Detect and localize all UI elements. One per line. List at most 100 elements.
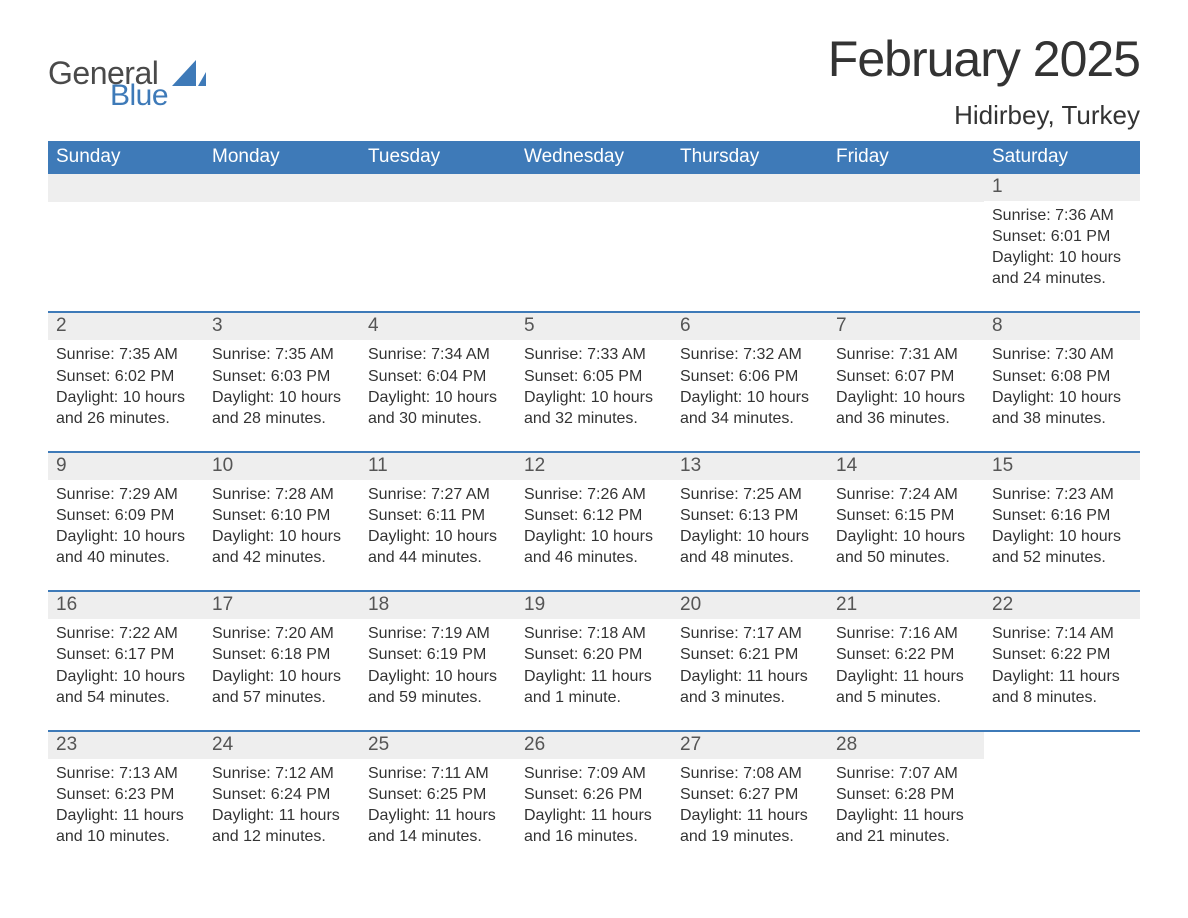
daylight-text: Daylight: 11 hours and 3 minutes. — [680, 666, 820, 708]
day-info: Sunrise: 7:19 AMSunset: 6:19 PMDaylight:… — [368, 623, 508, 707]
calendar: SundayMondayTuesdayWednesdayThursdayFrid… — [48, 141, 1140, 869]
day-cell: 21 Sunrise: 7:16 AMSunset: 6:22 PMDayligh… — [828, 592, 984, 729]
day-number: 15 — [984, 453, 1140, 480]
sunrise-text: Sunrise: 7:36 AM — [992, 205, 1132, 226]
day-info: Sunrise: 7:27 AMSunset: 6:11 PMDaylight:… — [368, 484, 508, 568]
day-cell: 16Sunrise: 7:22 AMSunset: 6:17 PMDayligh… — [48, 592, 204, 729]
day-cell: 3Sunrise: 7:35 AMSunset: 6:03 PMDaylight… — [204, 313, 360, 450]
sunset-text: Sunset: 6:10 PM — [212, 505, 352, 526]
day-number — [984, 732, 1140, 760]
day-number — [204, 174, 360, 202]
day-number: 8 — [984, 313, 1140, 340]
day-info: Sunrise: 7:11 AMSunset: 6:25 PMDaylight:… — [368, 763, 508, 847]
day-number: 21 — [828, 592, 984, 619]
weekday-header-cell: Tuesday — [360, 141, 516, 174]
day-number: 24 — [204, 732, 360, 759]
day-cell: 6Sunrise: 7:32 AMSunset: 6:06 PMDaylight… — [672, 313, 828, 450]
day-number — [48, 174, 204, 202]
sunset-text: Sunset: 6:27 PM — [680, 784, 820, 805]
day-cell — [516, 174, 672, 311]
sunrise-text: Sunrise: 7:08 AM — [680, 763, 820, 784]
sunset-text: Sunset: 6:24 PM — [212, 784, 352, 805]
day-number: 5 — [516, 313, 672, 340]
daylight-text: Daylight: 10 hours and 36 minutes. — [836, 387, 976, 429]
sunset-text: Sunset: 6:05 PM — [524, 366, 664, 387]
daylight-text: Daylight: 10 hours and 46 minutes. — [524, 526, 664, 568]
day-info: Sunrise: 7:35 AMSunset: 6:03 PMDaylight:… — [212, 344, 352, 428]
sunset-text: Sunset: 6:28 PM — [836, 784, 976, 805]
day-info: Sunrise: 7:17 AMSunset: 6:21 PMDaylight:… — [680, 623, 820, 707]
day-info: Sunrise: 7:30 AMSunset: 6:08 PMDaylight:… — [992, 344, 1132, 428]
day-number — [360, 174, 516, 202]
day-cell: 7Sunrise: 7:31 AMSunset: 6:07 PMDaylight… — [828, 313, 984, 450]
day-number — [516, 174, 672, 202]
daylight-text: Daylight: 11 hours and 19 minutes. — [680, 805, 820, 847]
weekday-header-cell: Saturday — [984, 141, 1140, 174]
week-row: 2Sunrise: 7:35 AMSunset: 6:02 PMDaylight… — [48, 311, 1140, 450]
day-cell: 26 Sunrise: 7:09 AMSunset: 6:26 PMDayligh… — [516, 732, 672, 869]
sunrise-text: Sunrise: 7:09 AM — [524, 763, 664, 784]
daylight-text: Daylight: 10 hours and 57 minutes. — [212, 666, 352, 708]
sunset-text: Sunset: 6:12 PM — [524, 505, 664, 526]
sunset-text: Sunset: 6:21 PM — [680, 644, 820, 665]
sunset-text: Sunset: 6:02 PM — [56, 366, 196, 387]
day-number: 9 — [48, 453, 204, 480]
day-cell — [984, 732, 1140, 869]
sunset-text: Sunset: 6:18 PM — [212, 644, 352, 665]
daylight-text: Daylight: 10 hours and 48 minutes. — [680, 526, 820, 568]
sunset-text: Sunset: 6:15 PM — [836, 505, 976, 526]
day-cell: 15Sunrise: 7:23 AMSunset: 6:16 PMDayligh… — [984, 453, 1140, 590]
sunrise-text: Sunrise: 7:19 AM — [368, 623, 508, 644]
daylight-text: Daylight: 10 hours and 34 minutes. — [680, 387, 820, 429]
daylight-text: Daylight: 10 hours and 59 minutes. — [368, 666, 508, 708]
day-info: Sunrise: 7:24 AMSunset: 6:15 PMDaylight:… — [836, 484, 976, 568]
weekday-header-cell: Thursday — [672, 141, 828, 174]
weekday-header-cell: Monday — [204, 141, 360, 174]
day-cell — [828, 174, 984, 311]
daylight-text: Daylight: 10 hours and 26 minutes. — [56, 387, 196, 429]
day-number — [828, 174, 984, 202]
sunrise-text: Sunrise: 7:25 AM — [680, 484, 820, 505]
sunset-text: Sunset: 6:04 PM — [368, 366, 508, 387]
day-cell: 20Sunrise: 7:17 AMSunset: 6:21 PMDayligh… — [672, 592, 828, 729]
sunset-text: Sunset: 6:26 PM — [524, 784, 664, 805]
daylight-text: Daylight: 10 hours and 52 minutes. — [992, 526, 1132, 568]
weekday-header-cell: Wednesday — [516, 141, 672, 174]
week-row: 16Sunrise: 7:22 AMSunset: 6:17 PMDayligh… — [48, 590, 1140, 729]
sunset-text: Sunset: 6:03 PM — [212, 366, 352, 387]
day-cell: 27Sunrise: 7:08 AMSunset: 6:27 PMDayligh… — [672, 732, 828, 869]
day-info: Sunrise: 7:32 AMSunset: 6:06 PMDaylight:… — [680, 344, 820, 428]
day-info: Sunrise: 7:25 AMSunset: 6:13 PMDaylight:… — [680, 484, 820, 568]
daylight-text: Daylight: 11 hours and 8 minutes. — [992, 666, 1132, 708]
sunrise-text: Sunrise: 7:35 AM — [212, 344, 352, 365]
sunset-text: Sunset: 6:22 PM — [836, 644, 976, 665]
day-number: 26 — [516, 732, 672, 759]
daylight-text: Daylight: 10 hours and 44 minutes. — [368, 526, 508, 568]
sunrise-text: Sunrise: 7:14 AM — [992, 623, 1132, 644]
day-info: Sunrise: 7:20 AMSunset: 6:18 PMDaylight:… — [212, 623, 352, 707]
day-info: Sunrise: 7:34 AMSunset: 6:04 PMDaylight:… — [368, 344, 508, 428]
sunrise-text: Sunrise: 7:07 AM — [836, 763, 976, 784]
day-number: 10 — [204, 453, 360, 480]
month-title: February 2025 — [828, 30, 1140, 88]
weekday-header-cell: Sunday — [48, 141, 204, 174]
daylight-text: Daylight: 11 hours and 16 minutes. — [524, 805, 664, 847]
sunrise-text: Sunrise: 7:31 AM — [836, 344, 976, 365]
day-number: 18 — [360, 592, 516, 619]
day-number: 4 — [360, 313, 516, 340]
daylight-text: Daylight: 11 hours and 5 minutes. — [836, 666, 976, 708]
sunrise-text: Sunrise: 7:24 AM — [836, 484, 976, 505]
day-number — [672, 174, 828, 202]
daylight-text: Daylight: 11 hours and 12 minutes. — [212, 805, 352, 847]
day-info: Sunrise: 7:16 AMSunset: 6:22 PMDaylight:… — [836, 623, 976, 707]
day-number: 2 — [48, 313, 204, 340]
day-cell — [672, 174, 828, 311]
day-cell: 17Sunrise: 7:20 AMSunset: 6:18 PMDayligh… — [204, 592, 360, 729]
day-cell — [204, 174, 360, 311]
sunrise-text: Sunrise: 7:35 AM — [56, 344, 196, 365]
weekday-header-row: SundayMondayTuesdayWednesdayThursdayFrid… — [48, 141, 1140, 174]
sunset-text: Sunset: 6:20 PM — [524, 644, 664, 665]
daylight-text: Daylight: 10 hours and 30 minutes. — [368, 387, 508, 429]
day-number: 12 — [516, 453, 672, 480]
sunset-text: Sunset: 6:01 PM — [992, 226, 1132, 247]
